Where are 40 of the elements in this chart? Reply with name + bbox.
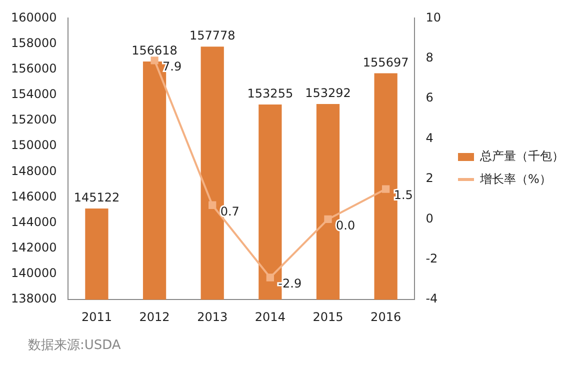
y-tick-label: 160000 xyxy=(10,10,57,24)
y-tick-label: 158000 xyxy=(10,36,57,50)
point xyxy=(382,185,390,193)
data-label: 153292 xyxy=(305,86,351,100)
data-label: 153255 xyxy=(247,86,294,101)
y2-tick-label: 10 xyxy=(426,10,442,24)
y-tick-label: 156000 xyxy=(10,61,57,76)
y2-tick-label: 0 xyxy=(426,211,434,226)
y-tick-label: 142000 xyxy=(10,240,57,255)
x-tick-label: 2012 xyxy=(139,310,170,324)
y-tick-label: 140000 xyxy=(10,266,57,280)
y2-tick-label: -4 xyxy=(426,292,438,306)
legend-label: 总产量（千包） xyxy=(480,148,564,165)
x-tick-label: 2011 xyxy=(81,310,112,324)
y-tick-label: 146000 xyxy=(10,189,57,204)
point xyxy=(208,201,216,209)
y2-tick-label: -2 xyxy=(426,252,438,266)
x-tick-label: 2015 xyxy=(312,310,344,324)
point xyxy=(324,215,332,224)
source-note: 数据来源:USDA xyxy=(28,337,122,354)
legend-label: 增长率（%） xyxy=(480,171,552,188)
x-tick-label: 2016 xyxy=(370,310,402,324)
y2-tick-label: 6 xyxy=(426,90,434,105)
y-tick-label: 154000 xyxy=(10,87,57,102)
y-tick-label: 138000 xyxy=(10,292,57,306)
data-label: 156618 xyxy=(132,44,178,58)
y-tick-label: 148000 xyxy=(10,164,57,178)
point xyxy=(266,274,274,282)
y2-tick-label: 2 xyxy=(426,171,434,186)
y-tick-label: 150000 xyxy=(10,138,57,152)
y-tick-label: 152000 xyxy=(10,112,57,127)
data-label: 157778 xyxy=(189,28,236,43)
x-tick-label: 2014 xyxy=(254,310,286,324)
data-label: 145122 xyxy=(74,190,120,205)
y-tick-label: 144000 xyxy=(10,214,57,229)
x-tick-label: 2013 xyxy=(197,310,228,324)
y2-tick-label: 8 xyxy=(426,50,434,65)
data-label: 155697 xyxy=(362,55,409,70)
point xyxy=(150,56,158,64)
y2-tick-label: 4 xyxy=(426,130,434,145)
